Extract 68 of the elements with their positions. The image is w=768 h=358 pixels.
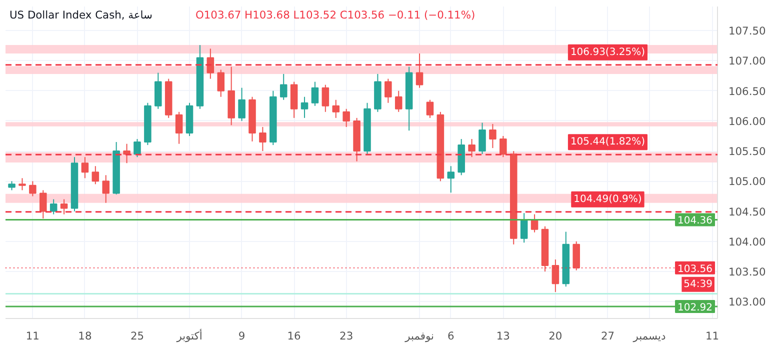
- x-tick-label: أكتوبر: [176, 328, 202, 342]
- candlestick: [81, 156, 89, 179]
- candlestick: [134, 138, 141, 158]
- candlestick: [238, 87, 246, 122]
- x-tick-label: 9: [238, 330, 246, 342]
- candlestick: [60, 198, 68, 215]
- chart-subtitle: O103.67 H103.68 L103.52 C103.56 −0.11 (−0.11%): [196, 8, 476, 22]
- y-tick-label: 106.00: [728, 114, 766, 128]
- candlestick: [50, 198, 58, 215]
- ref-line-label: 105.44(1.82%): [570, 136, 646, 148]
- x-tick-label: 16: [287, 330, 302, 342]
- ref-line-label: 106.93(3.25%): [570, 46, 646, 58]
- annotation: 54:39: [684, 278, 713, 290]
- x-tick-label: 11: [705, 330, 720, 342]
- candlestick: [342, 108, 350, 128]
- x-tick-label: 20: [548, 330, 562, 342]
- candlestick: [552, 258, 560, 292]
- y-tick-label: 106.50: [728, 84, 766, 98]
- x-tick-label: 18: [78, 330, 92, 342]
- candlestick: [394, 90, 402, 112]
- candlestick: [447, 166, 455, 194]
- x-tick-label: 11: [26, 330, 40, 342]
- candlestick: [416, 52, 424, 88]
- x-tick-label: ديسمبر: [632, 330, 666, 342]
- y-tick-label: 107.50: [728, 24, 766, 38]
- y-tick-label: 104.00: [728, 235, 766, 248]
- x-tick-label: 13: [496, 330, 510, 342]
- y-tick-label: 105.00: [728, 175, 766, 188]
- x-tick-label: 23: [340, 330, 354, 342]
- candlestick: [530, 214, 538, 233]
- y-tick-label: 105.50: [728, 145, 766, 158]
- candlestick: [259, 126, 266, 152]
- x-tick-label: 25: [130, 330, 144, 342]
- ref-line-label: 103.56: [678, 264, 713, 275]
- candlestick: [478, 122, 486, 155]
- candlestick: [572, 240, 580, 271]
- candlestick: [92, 166, 100, 185]
- candlestick: [489, 123, 496, 149]
- candlestick: [426, 99, 434, 118]
- ref-line-label: 102.92: [678, 302, 713, 314]
- candlestick: [206, 48, 214, 80]
- y-tick-label: 104.50: [728, 205, 766, 218]
- candlestick: [175, 111, 183, 144]
- ref-line-label: 104.36: [678, 216, 713, 227]
- candlestick: [468, 138, 476, 158]
- chart-title: US Dollar Index Cash, ساعة: [10, 8, 152, 22]
- candlestick: [520, 212, 528, 244]
- candlestick: [8, 180, 16, 191]
- candlestick: [280, 73, 288, 100]
- candlestick: [123, 143, 130, 164]
- candlestick: [40, 190, 47, 220]
- y-tick-label: 103.50: [728, 266, 766, 279]
- candlestick: [311, 81, 319, 106]
- candlestick: [18, 178, 26, 191]
- candlestick: [300, 96, 308, 118]
- y-tick-label: 107.00: [728, 54, 766, 68]
- candlestick: [500, 136, 507, 158]
- y-tick-label: 103.00: [728, 296, 766, 309]
- candlestick: [332, 99, 340, 118]
- candlestick: [29, 180, 36, 197]
- candlestick: [102, 174, 110, 204]
- candlestick: [217, 69, 225, 98]
- candlestick: [322, 84, 330, 112]
- candlestick: [384, 78, 392, 104]
- x-tick-label: 27: [600, 330, 615, 342]
- x-tick-label: 6: [448, 330, 454, 342]
- x-tick-label: نوفمبر: [404, 330, 434, 342]
- ref-line-label: 104.49(0.9%): [574, 194, 642, 205]
